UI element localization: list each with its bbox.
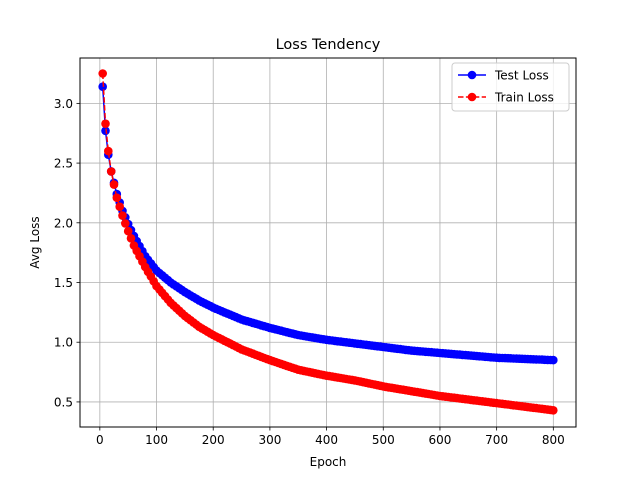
data-point <box>549 355 558 365</box>
x-axis-label: Epoch <box>310 455 347 469</box>
data-point <box>118 211 127 220</box>
data-point <box>101 119 110 128</box>
x-tick-label: 400 <box>315 433 338 447</box>
series-train-loss <box>98 69 558 415</box>
data-point <box>123 226 133 236</box>
y-tick-label: 1.0 <box>54 336 73 350</box>
data-point <box>112 193 122 202</box>
legend-item: Test Loss <box>458 69 549 83</box>
series-layer <box>98 69 558 415</box>
data-point <box>115 202 124 211</box>
legend-marker <box>467 92 477 102</box>
data-point <box>121 219 130 228</box>
data-point <box>109 180 119 189</box>
data-point <box>104 146 113 156</box>
y-tick-label: 2.5 <box>54 157 73 171</box>
x-tick-label: 700 <box>485 433 508 447</box>
axis-ticks: 0 100 200 300 400 500 600 700 800 0.5 1.0 1.5 2.0 2.5… <box>54 97 565 447</box>
y-tick-label: 0.5 <box>54 395 73 409</box>
x-tick-label: 100 <box>145 433 168 447</box>
y-tick-label: 3.0 <box>54 97 73 111</box>
y-tick-label: 2.0 <box>54 216 73 230</box>
legend-marker <box>467 70 477 80</box>
x-tick-label: 800 <box>542 433 565 447</box>
data-point <box>106 167 116 176</box>
y-tick-label: 1.5 <box>54 276 73 290</box>
plot-frame <box>79 57 577 428</box>
legend-label: Train Loss <box>494 91 554 105</box>
x-tick-label: 500 <box>372 433 395 447</box>
chart-title: Loss Tendency <box>276 37 381 53</box>
x-tick-label: 600 <box>429 433 452 447</box>
legend: Test Loss Train Loss <box>451 62 570 112</box>
legend-label: Test Loss <box>494 69 549 83</box>
y-axis-label: Avg Loss <box>28 216 42 268</box>
x-tick-label: 0 <box>96 433 104 447</box>
data-point <box>549 406 558 415</box>
x-tick-label: 200 <box>202 433 225 447</box>
legend-item: Train Loss <box>458 91 554 105</box>
data-point <box>98 69 107 78</box>
x-tick-label: 300 <box>258 433 281 447</box>
data-point <box>126 234 136 243</box>
